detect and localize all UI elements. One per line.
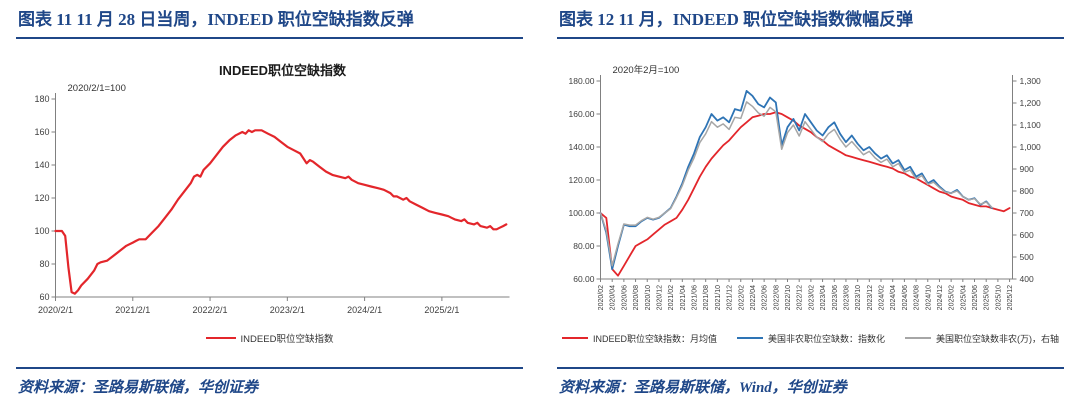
svg-text:2022/2/1: 2022/2/1 (193, 305, 228, 315)
svg-text:2024/2/1: 2024/2/1 (347, 305, 382, 315)
svg-text:1,000: 1,000 (1020, 142, 1042, 152)
legend-line-swatch (561, 337, 588, 340)
svg-text:2024/04: 2024/04 (890, 285, 897, 310)
svg-text:2020/12: 2020/12 (656, 285, 663, 310)
svg-text:1,100: 1,100 (1020, 120, 1042, 130)
svg-text:2025/04: 2025/04 (960, 285, 967, 310)
legend-line-swatch (905, 337, 932, 340)
legend-label: 美国职位空缺数非农(万)，右轴 (936, 333, 1060, 344)
figure-11-legend: INDEED职位空缺指数 (16, 327, 523, 349)
svg-text:500: 500 (1020, 252, 1034, 262)
legend-item: 美国职位空缺数非农(万)，右轴 (905, 332, 1059, 345)
svg-text:180.00: 180.00 (569, 76, 595, 86)
svg-text:160.00: 160.00 (569, 109, 595, 119)
svg-text:2020/2/1=100: 2020/2/1=100 (68, 83, 126, 94)
indeed-monthly-vs-jolts-line-chart: 60.00 80.00 100.00 120.00 140.00 160.00 180.00… (557, 59, 1064, 327)
svg-text:2021/04: 2021/04 (680, 285, 687, 310)
svg-text:100: 100 (34, 226, 49, 236)
svg-text:80: 80 (39, 259, 49, 269)
figure-11-panel: 图表 11 11 月 28 日当周，INDEED 职位空缺指数反弹 60 80 10… (16, 6, 523, 399)
svg-text:160: 160 (34, 127, 49, 137)
svg-text:2022/06: 2022/06 (762, 285, 769, 310)
svg-text:600: 600 (1020, 230, 1034, 240)
svg-text:2023/12: 2023/12 (867, 285, 874, 310)
svg-text:2021/10: 2021/10 (715, 285, 722, 310)
svg-text:2024/12: 2024/12 (937, 285, 944, 310)
svg-text:2020/04: 2020/04 (610, 285, 617, 310)
svg-text:2022/10: 2022/10 (785, 285, 792, 310)
svg-text:2020/08: 2020/08 (633, 285, 640, 310)
svg-text:2023/2/1: 2023/2/1 (270, 305, 305, 315)
svg-text:2024/02: 2024/02 (879, 285, 886, 310)
legend-line-swatch (205, 337, 236, 340)
svg-text:2025/08: 2025/08 (984, 285, 991, 310)
svg-text:2023/02: 2023/02 (808, 285, 815, 310)
figure-12-source: 资料来源：圣路易斯联储，Wind，华创证券 (557, 367, 1064, 399)
svg-text:2024/08: 2024/08 (914, 285, 921, 310)
svg-text:2025/2/1: 2025/2/1 (424, 305, 459, 315)
svg-text:900: 900 (1020, 164, 1034, 174)
svg-text:140: 140 (34, 160, 49, 170)
figure-12-legend: INDEED职位空缺指数：月均值 美国非农职位空缺数：指数化 美国职位空缺数非农(万… (557, 327, 1064, 349)
svg-text:60: 60 (39, 292, 49, 302)
legend-item: INDEED职位空缺指数 (205, 331, 334, 346)
svg-text:INDEED职位空缺指数: INDEED职位空缺指数 (219, 63, 347, 78)
svg-text:2021/08: 2021/08 (703, 285, 710, 310)
svg-text:400: 400 (1020, 274, 1034, 284)
legend-item: 美国非农职位空缺数：指数化 (737, 332, 885, 345)
svg-text:2022/02: 2022/02 (738, 285, 745, 310)
svg-text:2023/10: 2023/10 (855, 285, 862, 310)
svg-text:2024/06: 2024/06 (902, 285, 909, 310)
svg-text:2021/2/1: 2021/2/1 (115, 305, 150, 315)
svg-text:800: 800 (1020, 186, 1034, 196)
svg-text:2023/06: 2023/06 (832, 285, 839, 310)
svg-text:2021/12: 2021/12 (727, 285, 734, 310)
legend-label: INDEED职位空缺指数：月均值 (592, 333, 717, 344)
svg-text:2024/10: 2024/10 (925, 285, 932, 310)
figure-11-chart-area: 60 80 100 120 140 160 180 2020/2/1 2021/2/1 2022/… (16, 39, 523, 367)
figure-11-source: 资料来源：圣路易斯联储，华创证券 (16, 367, 523, 399)
figure-11-title: 图表 11 11 月 28 日当周，INDEED 职位空缺指数反弹 (16, 6, 523, 40)
svg-text:2020年2月=100: 2020年2月=100 (613, 64, 680, 76)
svg-text:2020/02: 2020/02 (598, 285, 605, 310)
svg-text:2022/12: 2022/12 (797, 285, 804, 310)
line-chart-svg: 60 80 100 120 140 160 180 2020/2/1 2021/2/1 2022/… (34, 63, 510, 315)
svg-text:1,200: 1,200 (1020, 98, 1042, 108)
svg-text:700: 700 (1020, 208, 1034, 218)
legend-label: 美国非农职位空缺数：指数化 (768, 333, 886, 344)
svg-text:180: 180 (34, 94, 49, 104)
svg-text:2023/08: 2023/08 (843, 285, 850, 310)
figure-12-panel: 图表 12 11 月，INDEED 职位空缺指数微幅反弹 60.00 80.00 1… (557, 6, 1064, 399)
svg-text:2025/10: 2025/10 (995, 285, 1002, 310)
svg-text:120: 120 (34, 193, 49, 203)
svg-text:120.00: 120.00 (569, 175, 595, 185)
legend-item: INDEED职位空缺指数：月均值 (561, 332, 717, 345)
legend-label: INDEED职位空缺指数 (240, 334, 334, 346)
svg-text:140.00: 140.00 (569, 142, 595, 152)
figure-12-chart-area: 60.00 80.00 100.00 120.00 140.00 160.00 180.00… (557, 39, 1064, 367)
svg-text:2025/02: 2025/02 (949, 285, 956, 310)
svg-text:2020/06: 2020/06 (621, 285, 628, 310)
indeed-weekly-index-line-chart: 60 80 100 120 140 160 180 2020/2/1 2021/2/1 2022/… (16, 59, 523, 327)
figure-12-title: 图表 12 11 月，INDEED 职位空缺指数微幅反弹 (557, 6, 1064, 40)
svg-text:2020/2/1: 2020/2/1 (38, 305, 73, 315)
svg-text:2021/02: 2021/02 (668, 285, 675, 310)
svg-text:80.00: 80.00 (573, 241, 595, 251)
svg-text:2025/06: 2025/06 (972, 285, 979, 310)
line-chart-svg: 60.00 80.00 100.00 120.00 140.00 160.00 180.00… (569, 64, 1042, 310)
svg-text:2021/06: 2021/06 (692, 285, 699, 310)
svg-text:60.00: 60.00 (573, 274, 595, 284)
svg-text:2025/12: 2025/12 (1007, 285, 1014, 310)
svg-text:2023/04: 2023/04 (820, 285, 827, 310)
svg-text:1,300: 1,300 (1020, 76, 1042, 86)
svg-text:2022/04: 2022/04 (750, 285, 757, 310)
legend-line-swatch (737, 337, 763, 340)
svg-text:2020/10: 2020/10 (645, 285, 652, 310)
svg-text:2022/08: 2022/08 (773, 285, 780, 310)
svg-text:100.00: 100.00 (569, 208, 595, 218)
